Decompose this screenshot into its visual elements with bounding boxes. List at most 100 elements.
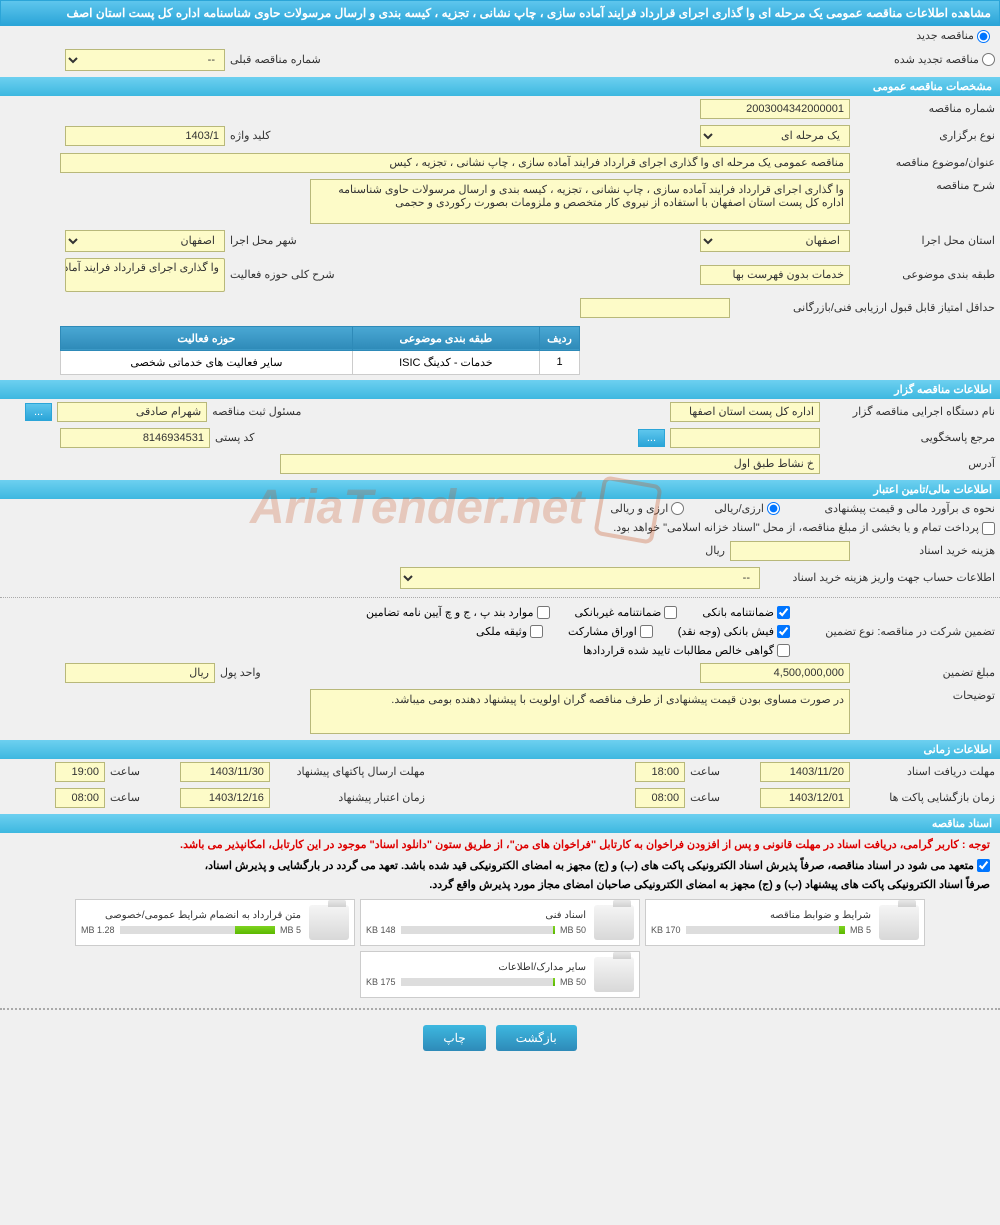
section-financial: اطلاعات مالی/تامین اعتبار [0,480,1000,499]
section-tenderer: اطلاعات مناقصه گزار [0,380,1000,399]
holding-type-select[interactable]: یک مرحله ای [700,125,850,147]
response-ref-label: مرجع پاسخگویی [825,431,995,444]
notes-field: در صورت مساوی بودن قیمت پیشنهادی از طرف … [310,689,850,734]
cb-nonbank-guarantee[interactable]: ضمانتنامه غیربانکی [575,606,678,619]
cb-cases[interactable]: موارد بند پ ، ج و چ آیین نامه تضامین [366,606,549,619]
city-label: شهر محل اجرا [230,234,297,247]
cb-net-cert[interactable]: گواهی خالص مطالبات تایید شده قراردادها [583,644,790,657]
th-activity: حوزه فعالیت [61,326,353,350]
currency-unit-label: واحد پول [220,666,261,679]
section-docs: اسناد مناقصه [0,814,1000,833]
activity-table: ردیف طبقه بندی موضوعی حوزه فعالیت 1 خدما… [60,326,580,375]
time-label-4: ساعت [110,791,140,804]
validity-time: 08:00 [55,788,105,808]
validity-label: زمان اعتبار پیشنهاد [275,791,425,804]
title-label: عنوان/موضوع مناقصه [855,156,995,169]
address-label: آدرس [825,457,995,470]
cb-cash[interactable]: فیش بانکی (وجه نقد) [678,625,790,638]
progress-bar [120,926,275,934]
guarantee-amount-label: مبلغ تضمین [855,666,995,679]
file-item[interactable]: متن قرارداد به انضمام شرایط عمومی/خصوصی … [75,899,355,946]
doc-fee-label: هزینه خرید اسناد [855,544,995,557]
reg-officer-browse-button[interactable]: ... [25,403,52,421]
radio-rial[interactable]: ارزی/ریالی [714,502,780,516]
file-title: شرایط و ضوابط مناقصه [651,910,871,921]
docs-commit-checkbox[interactable] [977,859,990,872]
progress-bar [401,978,555,986]
estimate-label: نحوه ی برآورد مالی و قیمت پیشنهادی [785,502,995,515]
file-item[interactable]: اسناد فنی 50 MB 148 KB [360,899,640,946]
exec-org-field: اداره کل پست استان اصفها [670,402,820,422]
exec-org-label: نام دستگاه اجرایی مناقصه گزار [825,405,995,418]
radio-renewed-tender[interactable]: مناقصه تجدید شده [894,53,995,67]
section-time: اطلاعات زمانی [0,740,1000,759]
payment-note[interactable]: پرداخت تمام و یا بخشی از مبلغ مناقصه، از… [613,521,995,535]
opening-label: زمان بازگشایی پاکت ها [855,791,995,804]
back-button[interactable]: بازگشت [496,1025,577,1051]
th-row: ردیف [540,326,580,350]
folder-icon [879,905,919,940]
folder-icon [594,905,634,940]
title-field: مناقصه عمومی یک مرحله ای وا گذاری اجرای … [60,153,850,173]
folder-icon [594,957,634,992]
file-title: متن قرارداد به انضمام شرایط عمومی/خصوصی [81,910,301,921]
province-label: استان محل اجرا [855,234,995,247]
docs-note1: متعهد می شود در اسناد مناقصه، صرفاً پذیر… [0,856,1000,876]
envelope-send-time: 19:00 [55,762,105,782]
holding-type-label: نوع برگزاری [855,129,995,142]
keyword-field: 1403/1 [65,126,225,146]
doc-fee-field[interactable] [730,541,850,561]
opening-time: 08:00 [635,788,685,808]
envelope-send-date: 1403/11/30 [180,762,270,782]
progress-bar [401,926,555,934]
city-select[interactable]: اصفهان [65,230,225,252]
doc-receipt-time: 18:00 [635,762,685,782]
radio-both[interactable]: ارزی و ریالی [610,502,684,516]
prev-tender-select[interactable]: -- [65,49,225,71]
province-select[interactable]: اصفهان [700,230,850,252]
desc-label: شرح مناقصه [855,179,995,192]
address-field: خ نشاط طبق اول [280,454,820,474]
doc-receipt-label: مهلت دریافت اسناد [855,765,995,778]
account-info-select[interactable]: -- [400,567,760,589]
radio-new-tender[interactable]: مناقصه جدید [916,30,990,42]
folder-icon [309,905,349,940]
section-general: مشخصات مناقصه عمومی [0,77,1000,96]
postal-field: 8146934531 [60,428,210,448]
file-title: سایر مدارک/اطلاعات [366,962,586,973]
docs-note2: صرفاً اسناد الکترونیکی پاکت های پیشنهاد … [0,875,1000,894]
currency-unit-field: ریال [65,663,215,683]
postal-label: کد پستی [215,431,254,444]
cb-participation[interactable]: اوراق مشارکت [568,625,653,638]
cb-property[interactable]: وثیقه ملکی [476,625,543,638]
tender-no-field: 2003004342000001 [700,99,850,119]
reg-officer-label: مسئول ثبت مناقصه [212,405,301,418]
response-ref-browse-button[interactable]: ... [638,429,665,447]
min-score-field [580,298,730,318]
docs-warning: توجه : کاربر گرامی، دریافت اسناد در مهلت… [0,833,1000,856]
progress-bar [686,926,845,934]
account-info-label: اطلاعات حساب جهت واریز هزینه خرید اسناد [765,571,995,584]
cb-bank-guarantee[interactable]: ضمانتنامه بانکی [702,606,790,619]
subject-class-field: خدمات بدون فهرست بها [700,265,850,285]
time-label-1: ساعت [690,765,720,778]
opening-date: 1403/12/01 [760,788,850,808]
time-label-2: ساعت [110,765,140,778]
table-row: 1 خدمات - کدینگ ISIC سایر فعالیت های خدم… [61,350,580,374]
activity-desc-select[interactable]: وا گذاری اجرای قرارداد فرایند آماده سازی… [65,258,225,292]
min-score-label: حداقل امتیاز قابل قبول ارزیابی فنی/بازرگ… [735,301,995,314]
response-ref-field [670,428,820,448]
print-button[interactable]: چاپ [423,1025,485,1051]
th-subject: طبقه بندی موضوعی [352,326,539,350]
subject-class-label: طبقه بندی موضوعی [855,268,995,281]
file-item[interactable]: شرایط و ضوابط مناقصه 5 MB 170 KB [645,899,925,946]
guarantee-label: تضمین شرکت در مناقصه: نوع تضمین [795,625,995,638]
page-title: مشاهده اطلاعات مناقصه عمومی یک مرحله ای … [0,0,1000,26]
keyword-label: کلید واژه [230,129,270,142]
file-item[interactable]: سایر مدارک/اطلاعات 50 MB 175 KB [360,951,640,998]
notes-label: توضیحات [855,689,995,702]
envelope-send-label: مهلت ارسال پاکتهای پیشنهاد [275,765,425,778]
tender-no-label: شماره مناقصه [855,102,995,115]
time-label-3: ساعت [690,791,720,804]
doc-receipt-date: 1403/11/20 [760,762,850,782]
